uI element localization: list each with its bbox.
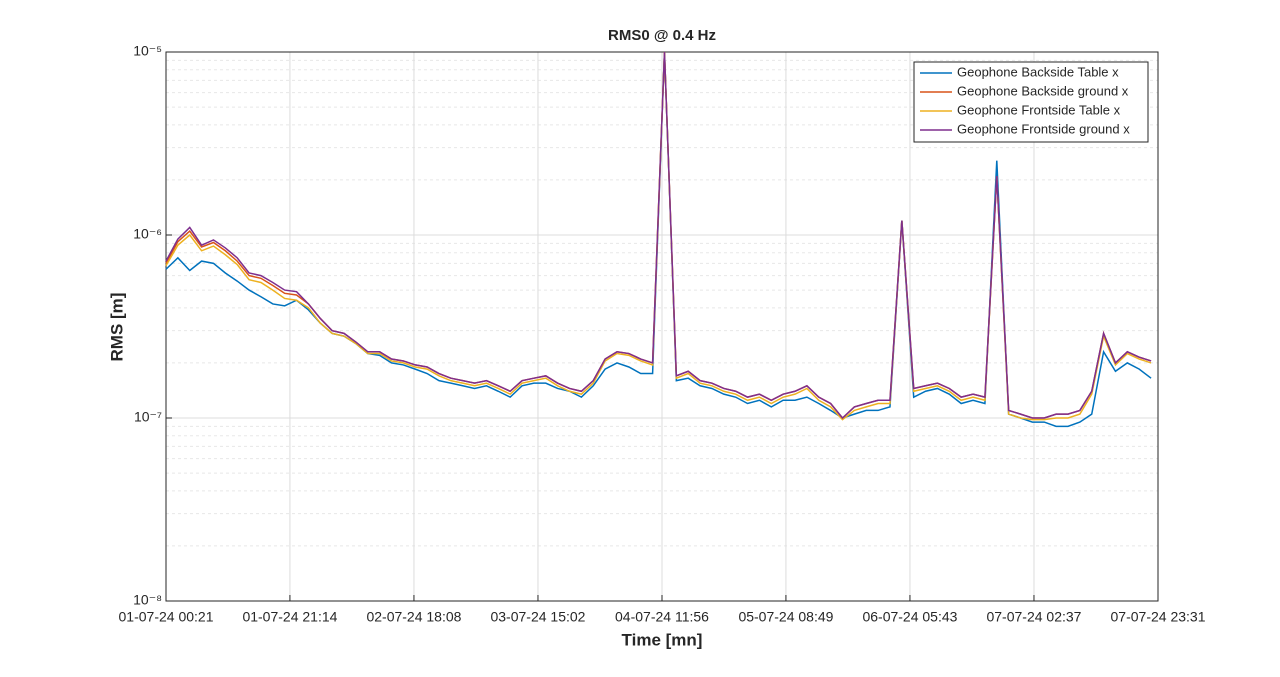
plot-frame bbox=[165, 51, 1159, 602]
legend: Geophone Backside Table x Geophone Backsi… bbox=[913, 61, 1149, 143]
x-tick-label: 07-07-24 02:37 bbox=[986, 609, 1081, 625]
series-line bbox=[165, 51, 1152, 420]
legend-label: Geophone Backside ground x bbox=[957, 83, 1129, 98]
chart-title: RMS0 @ 0.4 Hz bbox=[608, 27, 716, 44]
x-tick-label: 07-07-24 23:31 bbox=[1111, 609, 1206, 625]
y-tick-label: 10⁻⁷ bbox=[134, 409, 162, 425]
legend-label: Geophone Frontside Table x bbox=[957, 102, 1121, 117]
legend-label: Geophone Frontside ground x bbox=[957, 121, 1130, 136]
y-tick-label: 10⁻⁶ bbox=[133, 226, 162, 242]
x-tick-label: 01-07-24 21:14 bbox=[242, 609, 337, 625]
y-tick-label: 10⁻⁵ bbox=[133, 43, 162, 59]
y-tick-label: 10⁻⁸ bbox=[133, 592, 162, 608]
legend-label: Geophone Backside Table x bbox=[957, 64, 1119, 79]
x-tick-label: 01-07-24 00:21 bbox=[119, 609, 214, 625]
y-axis-label: RMS [m] bbox=[107, 293, 126, 362]
x-tick-label: 05-07-24 08:49 bbox=[738, 609, 833, 625]
legend-box bbox=[913, 61, 1149, 143]
x-tick-label: 03-07-24 15:02 bbox=[490, 609, 585, 625]
x-tick-label: 02-07-24 18:08 bbox=[366, 609, 461, 625]
x-tick-label: 04-07-24 11:56 bbox=[615, 609, 709, 625]
x-tick-label: 06-07-24 05:43 bbox=[862, 609, 957, 625]
x-axis-label: Time [mn] bbox=[622, 630, 703, 649]
